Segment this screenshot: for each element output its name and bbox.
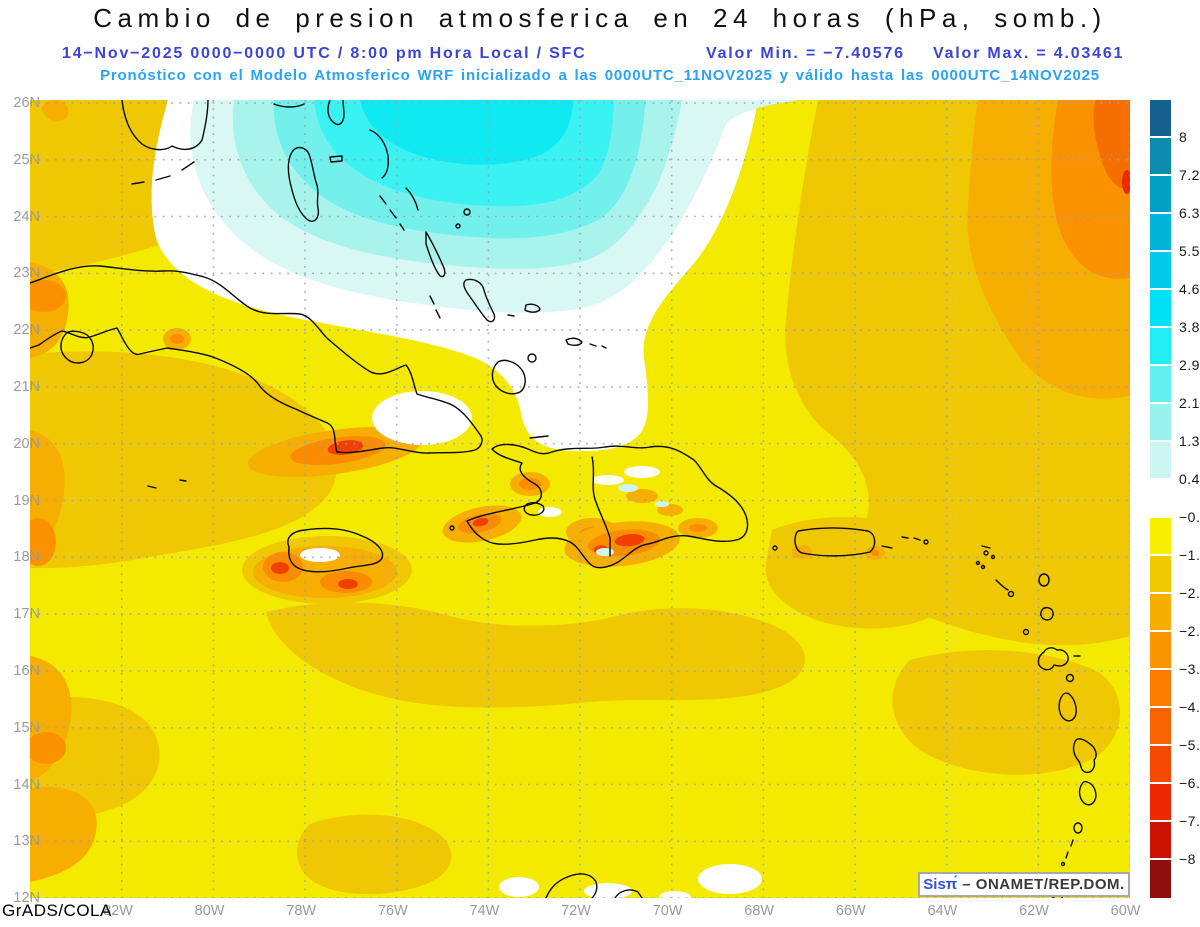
colorbar-segment — [1150, 556, 1171, 594]
lon-label: 66W — [835, 903, 866, 919]
haiti-dr-border — [591, 456, 611, 557]
grads-credit: GrADS/COLA — [2, 901, 112, 920]
colorbar-segment — [1150, 290, 1171, 328]
lat-label: 21N — [13, 379, 40, 395]
colorbar-segment — [1150, 328, 1171, 366]
colorbar-segment — [1150, 366, 1171, 404]
coastlines — [29, 99, 1097, 899]
sispi-logo: Sisπ́ — [923, 876, 958, 893]
colorbar-segment — [1150, 746, 1171, 784]
colorbar-segment — [1150, 518, 1171, 556]
colorbar-label: 2.1 — [1179, 395, 1200, 411]
lat-label: 19N — [13, 492, 40, 509]
gridlines — [30, 100, 1131, 899]
lat-label: 13N — [13, 833, 40, 850]
positive-cyan-area — [190, 100, 801, 556]
lon-label: 82W — [103, 903, 133, 919]
map-svg — [20, 99, 1132, 903]
colorbar-label: 4.6 — [1179, 281, 1200, 297]
colorbar-label: 1.3 — [1179, 433, 1200, 449]
colorbar-segment — [1150, 252, 1171, 290]
colorbar-label: −0.4 — [1179, 509, 1200, 525]
lat-label: 15N — [13, 719, 40, 736]
colorbar-label: −2.9 — [1179, 623, 1200, 639]
valor-min-label: Valor Min. = −7.40576 — [706, 45, 905, 62]
south-america-coast — [545, 873, 643, 899]
colorbar-segment — [1150, 404, 1171, 442]
lon-label: 80W — [194, 903, 225, 919]
colorbar-segment — [1150, 214, 1171, 252]
colorbar-segment — [1150, 632, 1171, 670]
model-info-label: Pronóstico con el Modelo Atmosferico WRF… — [100, 67, 1100, 84]
hispaniola-coast — [466, 443, 749, 569]
brand-text: – ONAMET/REP.DOM. — [962, 876, 1125, 893]
lon-label: 72W — [561, 903, 591, 919]
lat-label: 24N — [13, 208, 40, 225]
colorbar-label: 7.2 — [1179, 167, 1200, 183]
colorbar-segment — [1150, 138, 1171, 176]
lat-label: 22N — [13, 322, 40, 339]
colorbar-label: −5.5 — [1179, 737, 1200, 753]
puerto-rico-coast — [794, 527, 876, 557]
lat-label: 14N — [13, 776, 40, 793]
lon-label: 62W — [1019, 903, 1049, 919]
lon-label: 70W — [652, 903, 683, 919]
colorbar-label: 6.3 — [1179, 205, 1200, 221]
colorbar-label: 5.5 — [1179, 243, 1200, 259]
colorbar-label: 3.8 — [1179, 319, 1200, 335]
colorbar-label: −8 — [1179, 851, 1196, 867]
page-title: Cambio de presion atmosferica en 24 hora… — [93, 3, 1107, 33]
colorbar-label: 8 — [1179, 129, 1188, 145]
valor-max-label: Valor Max. = 4.03461 — [933, 45, 1125, 62]
colorbar-segment — [1150, 442, 1171, 480]
colorbar-segment — [1150, 594, 1171, 632]
colorbar-segment — [1150, 176, 1171, 214]
lat-label: 25N — [13, 151, 40, 168]
colorbar — [1150, 100, 1171, 898]
lon-label: 64W — [927, 903, 958, 919]
lat-label: 17N — [13, 606, 40, 623]
lat-label: 26N — [13, 95, 40, 111]
colorbar-label: −2.1 — [1179, 585, 1200, 601]
colorbar-segment — [1150, 708, 1171, 746]
colorbar-label: −4.6 — [1179, 699, 1200, 715]
colorbar-segment — [1150, 100, 1171, 138]
lat-label: 16N — [13, 663, 40, 679]
lat-label: 23N — [13, 265, 40, 282]
colorbar-segment — [1150, 480, 1171, 518]
lon-label: 60W — [1110, 903, 1141, 919]
colorbar-segment — [1150, 784, 1171, 822]
lat-label: 20N — [13, 435, 40, 452]
colorbar-label: 2.9 — [1179, 357, 1200, 373]
florida-coast — [121, 99, 209, 151]
lon-label: 74W — [469, 903, 500, 919]
cuba-coast — [29, 265, 483, 454]
colorbar-label: −6.3 — [1179, 775, 1200, 791]
colorbar-segment — [1150, 822, 1171, 860]
jamaica-coast — [287, 527, 384, 573]
bahamas-coast — [273, 99, 345, 126]
colorbar-segment — [1150, 670, 1171, 708]
map-plot-area — [20, 99, 1132, 903]
colorbar-label: −3.8 — [1179, 661, 1200, 677]
lat-label: 18N — [13, 549, 40, 566]
lat-label: 12N — [13, 890, 40, 907]
colorbar-label: −1.3 — [1179, 547, 1200, 563]
lon-label: 78W — [286, 903, 317, 919]
lon-label: 68W — [744, 903, 775, 919]
valid-time-label: 14−Nov−2025 0000−0000 UTC / 8:00 pm Hora… — [62, 45, 587, 62]
lon-label: 76W — [377, 903, 408, 919]
colorbar-label: 0.4 — [1179, 471, 1200, 487]
colorbar-label: −7.2 — [1179, 813, 1200, 829]
colorbar-segment — [1150, 860, 1171, 898]
lesser-antilles-coast — [901, 536, 1097, 899]
brand-box: Sisπ́ – ONAMET/REP.DOM. — [918, 872, 1130, 897]
